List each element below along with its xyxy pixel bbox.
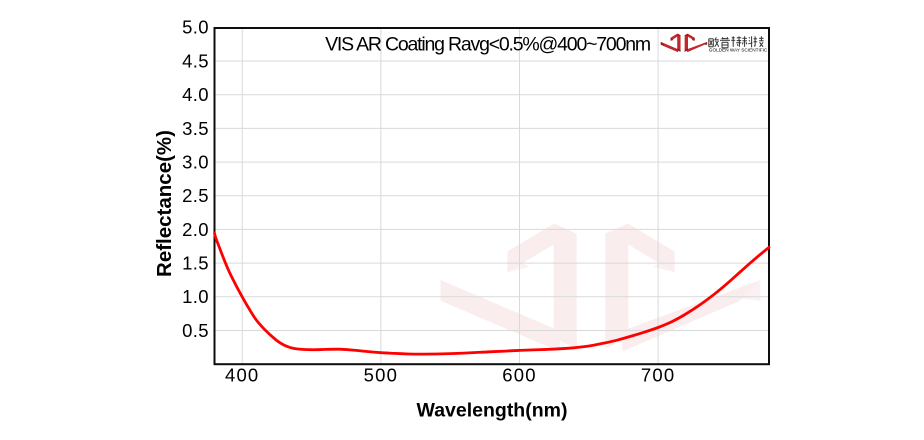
svg-text:700: 700 bbox=[641, 365, 675, 386]
svg-text:400: 400 bbox=[225, 365, 259, 386]
svg-text:Reflectance(%): Reflectance(%) bbox=[153, 130, 176, 277]
svg-text:600: 600 bbox=[502, 365, 536, 386]
svg-text:GOLDEN WAY SCIENTIFIC: GOLDEN WAY SCIENTIFIC bbox=[709, 47, 768, 52]
svg-text:3.0: 3.0 bbox=[182, 152, 209, 173]
svg-text:4.5: 4.5 bbox=[182, 50, 209, 71]
svg-text:4.0: 4.0 bbox=[182, 84, 209, 105]
svg-text:0.5: 0.5 bbox=[182, 320, 209, 341]
svg-text:2.0: 2.0 bbox=[182, 219, 209, 240]
svg-text:Wavelength(nm): Wavelength(nm) bbox=[417, 400, 568, 422]
svg-text:VIS AR Coating Ravg<0.5%@400~7: VIS AR Coating Ravg<0.5%@400~700nm bbox=[325, 33, 650, 55]
svg-text:500: 500 bbox=[364, 365, 398, 386]
svg-text:1.0: 1.0 bbox=[182, 286, 209, 307]
svg-text:2.5: 2.5 bbox=[182, 185, 209, 206]
svg-text:3.5: 3.5 bbox=[182, 118, 209, 139]
svg-text:1.5: 1.5 bbox=[182, 253, 209, 274]
svg-text:5.0: 5.0 bbox=[182, 17, 209, 38]
